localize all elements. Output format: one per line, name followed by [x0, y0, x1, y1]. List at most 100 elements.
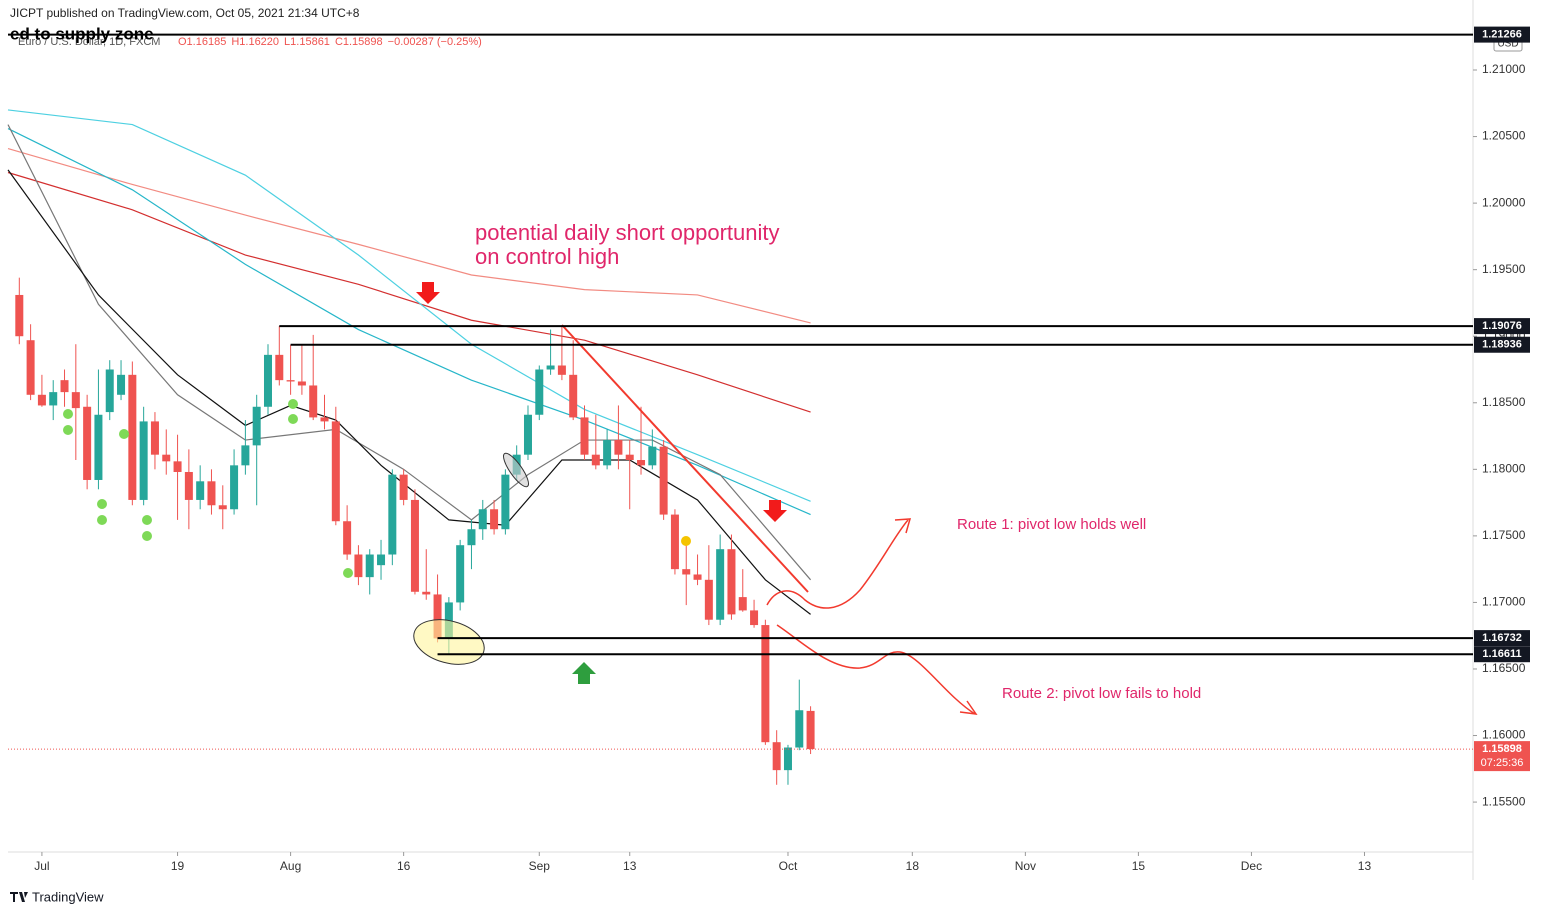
candle-body [309, 385, 318, 418]
candle-body [659, 446, 668, 515]
x-tick-label: 13 [623, 859, 637, 873]
candle-body [569, 374, 578, 418]
candle-body [71, 392, 80, 409]
symbol: Euro / U.S. Dollar, 1D, FXCM [18, 36, 160, 48]
candle-body [591, 454, 600, 466]
candle-body [716, 549, 725, 620]
level-label: 1.19076 [1482, 320, 1522, 332]
candle-body [433, 594, 442, 639]
candle-body [184, 471, 193, 500]
candle-body [761, 625, 770, 743]
candle-body [478, 509, 487, 530]
x-tick-label: Sep [529, 859, 551, 873]
candle-body [693, 574, 702, 580]
trend-line [561, 324, 809, 593]
candle-body [139, 421, 148, 500]
brand: TradingView [32, 889, 104, 904]
route-1-path [766, 518, 912, 609]
candle-body [343, 521, 352, 555]
signal-dots [63, 399, 353, 578]
x-tick-label: Jul [34, 859, 49, 873]
level-label-box [1474, 630, 1530, 647]
level-label-box [1474, 26, 1530, 43]
moving-average [7, 109, 811, 502]
y-tick-label: 1.15500 [1482, 794, 1526, 808]
candle-body [320, 417, 329, 422]
candle-body [625, 454, 634, 461]
candle-body [37, 394, 46, 406]
candle-body [218, 505, 227, 510]
candle-body [241, 445, 250, 466]
candle-body [263, 354, 272, 407]
annotation: Route 2: pivot low fails to hold [1002, 685, 1201, 702]
candle-body [456, 545, 465, 603]
y-tick-label: 1.19500 [1482, 262, 1526, 276]
candle-body [105, 369, 114, 413]
x-tick-label: 13 [1358, 859, 1372, 873]
candle-body [795, 710, 804, 748]
y-tick-label: 1.21000 [1482, 62, 1526, 76]
x-tick-label: Aug [280, 859, 301, 873]
candle-body [501, 474, 510, 530]
highlight-ellipse [413, 619, 485, 665]
candle-body [331, 421, 340, 522]
level-label-box [1474, 336, 1530, 353]
candle-body [704, 579, 713, 620]
candle-body [117, 374, 126, 395]
y-tick-label: 1.17000 [1482, 595, 1526, 609]
level-label: 1.16611 [1482, 648, 1521, 660]
candle-body [26, 340, 35, 395]
countdown: 07:25:36 [1481, 757, 1524, 769]
y-tick-label: 1.17500 [1482, 528, 1526, 542]
candle-body [750, 610, 759, 626]
y-tick-label: 1.20500 [1482, 129, 1526, 143]
legend-value: H1.16220 [231, 36, 279, 48]
drawings [63, 282, 978, 715]
x-tick-label: Dec [1241, 859, 1262, 873]
candle-body [637, 460, 646, 466]
level-label-box [1474, 318, 1530, 335]
candle-body [252, 406, 261, 446]
candle-body [377, 554, 386, 566]
candle-body [15, 294, 24, 337]
last-price-box [1474, 741, 1530, 772]
candle-body [738, 597, 747, 611]
candle-body [535, 369, 544, 415]
candle-body [128, 374, 137, 500]
candle-body [60, 380, 69, 393]
candle-body [230, 465, 239, 510]
candle-body [490, 509, 499, 530]
x-tick-label: 18 [906, 859, 920, 873]
legend-value: −0.00287 (−0.25%) [388, 36, 482, 48]
candle-body [354, 554, 363, 578]
candle-body [682, 569, 691, 575]
candle-body [365, 554, 374, 578]
candle-body [162, 454, 171, 462]
candle-body [286, 380, 295, 382]
y-tick-label: 1.20000 [1482, 195, 1526, 209]
candle-body [580, 417, 589, 455]
annotation: on control high [475, 244, 619, 269]
candle-body [196, 481, 205, 500]
candle-body [297, 381, 306, 386]
candle-body [49, 392, 58, 406]
level-label: 1.16732 [1482, 632, 1522, 644]
legend-value: O1.16185 [178, 36, 226, 48]
legend-value: C1.15898 [335, 36, 383, 48]
x-tick-label: 15 [1132, 859, 1146, 873]
candle-body [83, 406, 92, 480]
currency: USD [1497, 39, 1518, 50]
last-price-label: 1.15898 [1482, 743, 1522, 755]
y-tick-label: 1.16500 [1482, 661, 1526, 675]
moving-average [7, 147, 811, 324]
ohlc-legend: O1.16185 H1.16220 L1.15861 C1.15898 −0.00287… [178, 36, 482, 48]
annotation: Route 1: pivot low holds well [957, 516, 1146, 533]
candle-body [275, 354, 284, 381]
legend-value: L1.15861 [284, 36, 330, 48]
moving-average [7, 171, 811, 413]
candle-body [727, 549, 736, 615]
plot [7, 109, 815, 785]
candle-body [422, 591, 431, 595]
moving-average [7, 128, 811, 516]
